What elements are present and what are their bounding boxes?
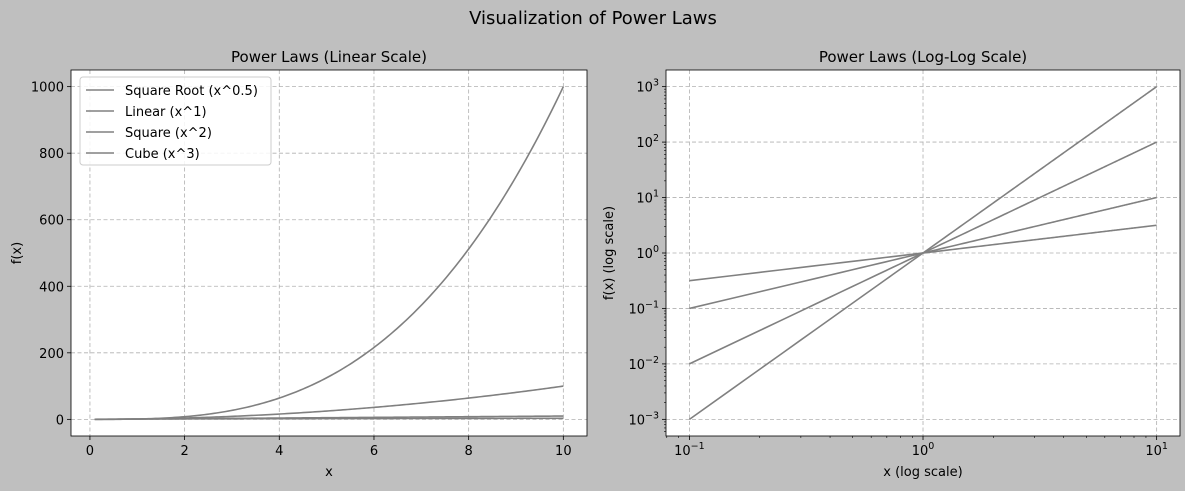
legend-label: Square (x^2)	[125, 126, 212, 141]
series-line-0	[689, 224, 1157, 282]
x-axis-label: x (log scale)	[883, 465, 962, 480]
x-tick-label: 10	[555, 444, 572, 459]
legend: Square Root (x^0.5) Linear (x^1) Square (x…	[79, 76, 272, 166]
chart-log-log-scale: 10−1 100 101 10−3 10−2 10−1 100 101 102 103 Power …	[602, 48, 1181, 480]
legend-label: Linear (x^1)	[125, 105, 207, 120]
x-tick-label: 100	[912, 441, 935, 459]
y-tick-label: 600	[39, 214, 64, 229]
series-line-3	[688, 85, 1158, 421]
y-tick-label: 200	[39, 347, 64, 362]
y-tick-label: 10−1	[628, 299, 659, 317]
y-tick-label: 102	[636, 133, 659, 151]
x-tick-label: 2	[180, 444, 188, 459]
axes-frame	[70, 69, 588, 437]
y-tick-label: 101	[636, 189, 659, 207]
x-tick-label: 8	[465, 444, 473, 459]
y-tick-label: 800	[39, 147, 64, 162]
x-tick-label: 6	[370, 444, 378, 459]
x-tick-label: 10−1	[674, 441, 705, 459]
series-line-1	[689, 196, 1157, 310]
x-tick-label: 4	[275, 444, 283, 459]
y-tick-label: 100	[636, 244, 659, 262]
x-axis-label: x	[325, 465, 333, 480]
y-axis-label: f(x) (log scale)	[602, 206, 617, 300]
chart-title: Power Laws (Linear Scale)	[231, 48, 427, 66]
y-tick-label: 0	[56, 413, 64, 428]
y-tick-label: 10−3	[628, 410, 659, 428]
series-line-2	[689, 141, 1157, 365]
y-tick-label: 400	[39, 280, 64, 295]
y-tick-label: 103	[636, 78, 659, 96]
x-tick-label: 0	[86, 444, 94, 459]
x-tick-label: 101	[1145, 441, 1168, 459]
legend-label: Cube (x^3)	[125, 147, 200, 162]
legend-label: Square Root (x^0.5)	[125, 84, 258, 99]
y-tick-label: 1000	[31, 81, 64, 96]
series-line-3	[94, 86, 565, 421]
figure-suptitle: Visualization of Power Laws	[469, 8, 717, 29]
y-axis-label: f(x)	[10, 242, 25, 264]
legend-box	[79, 76, 272, 166]
y-tick-label: 10−2	[628, 355, 659, 373]
chart-linear-scale: 0 2 4 6 8 10 0 200 400 600 800 1000 Power Laws (Line…	[10, 48, 588, 480]
chart-title: Power Laws (Log-Log Scale)	[819, 48, 1027, 66]
